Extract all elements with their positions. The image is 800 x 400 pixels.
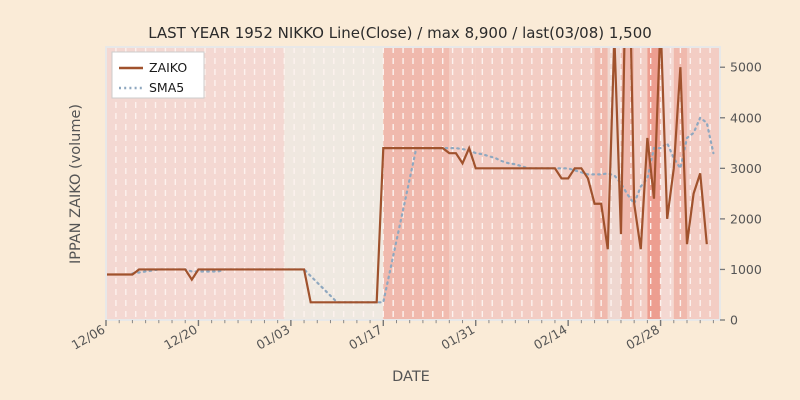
y-tick-label: 5000 bbox=[730, 60, 762, 75]
background-band bbox=[686, 47, 720, 320]
background-band bbox=[422, 47, 450, 320]
background-band bbox=[475, 47, 595, 320]
y-tick-label: 1000 bbox=[730, 262, 762, 277]
background-band bbox=[284, 47, 311, 320]
y-axis-title: IPPAN ZAIKO (volume) bbox=[68, 104, 84, 264]
plot-area-border bbox=[105, 46, 721, 321]
y-tick-label: 0 bbox=[730, 313, 738, 328]
y-tick-label: 3000 bbox=[730, 161, 762, 176]
x-axis-title: DATE bbox=[392, 369, 430, 385]
y-tick-label: 2000 bbox=[730, 211, 762, 226]
background-band bbox=[310, 47, 384, 320]
x-axis-minor-ticks bbox=[118, 320, 714, 324]
legend[interactable]: ZAIKO SMA5 bbox=[111, 51, 205, 99]
legend-label-sma5: SMA5 bbox=[149, 80, 184, 95]
legend-label-zaiko: ZAIKO bbox=[149, 60, 187, 75]
y-axis-ticks: 0 1000 2000 3000 4000 5000 bbox=[720, 60, 762, 328]
series-line-zaiko bbox=[106, 47, 708, 304]
y-tick-label: 4000 bbox=[730, 110, 762, 125]
legend-background bbox=[111, 51, 205, 99]
chart-title: LAST YEAR 1952 NIKKO Line(Close) / max 8… bbox=[148, 24, 652, 42]
